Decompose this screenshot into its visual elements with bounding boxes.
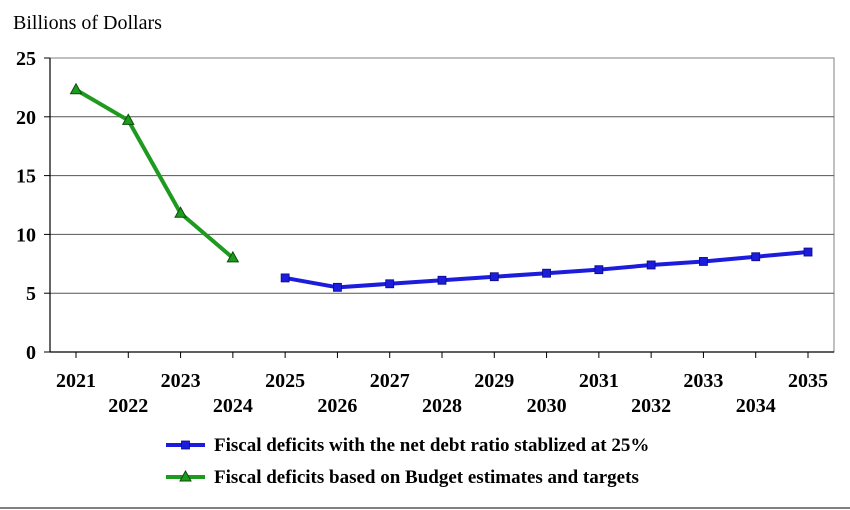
legend-label: Fiscal deficits based on Budget estimate… xyxy=(214,467,639,488)
x-tick-label: 2035 xyxy=(788,370,828,392)
data-point-triangle xyxy=(69,82,83,95)
y-tick-label: 20 xyxy=(16,107,36,129)
data-point-square xyxy=(542,268,551,278)
data-point-square xyxy=(699,257,708,266)
data-point-square xyxy=(280,273,290,283)
x-tick-label: 2025 xyxy=(265,370,305,392)
data-point-square xyxy=(437,275,447,285)
y-tick-label: 25 xyxy=(16,48,36,70)
data-point-triangle xyxy=(121,113,135,125)
data-point-square xyxy=(646,260,656,270)
legend: Fiscal deficits with the net debt ratio … xyxy=(166,435,649,488)
x-tick-label: 2024 xyxy=(213,395,253,417)
data-point-square xyxy=(181,440,190,450)
y-axis-title: Billions of Dollars xyxy=(13,12,162,34)
data-point-square xyxy=(385,279,395,289)
y-tick-label: 5 xyxy=(26,283,36,305)
x-tick-label: 2028 xyxy=(422,395,462,417)
x-tick-label: 2030 xyxy=(527,395,567,417)
y-tick-label: 15 xyxy=(16,166,36,188)
series-line-2 xyxy=(74,87,235,260)
x-tick-label: 2027 xyxy=(370,370,410,392)
x-tick-label: 2031 xyxy=(579,370,619,392)
y-tick-label: 0 xyxy=(26,342,36,364)
data-point-triangle xyxy=(174,206,187,218)
gridlines xyxy=(50,116,834,294)
x-tick-label: 2023 xyxy=(161,370,201,392)
y-tick-label: 10 xyxy=(16,224,36,246)
series-lines xyxy=(69,82,813,292)
x-tick-label: 2033 xyxy=(683,370,723,392)
x-tick-label: 2034 xyxy=(736,395,776,417)
data-point-square xyxy=(594,265,604,275)
x-tick-label: 2022 xyxy=(108,395,148,417)
legend-label: Fiscal deficits with the net debt ratio … xyxy=(214,435,649,456)
data-point-square xyxy=(489,272,499,282)
data-point-square xyxy=(333,282,342,292)
data-point-square xyxy=(803,247,813,257)
x-tick-label: 2026 xyxy=(317,395,357,417)
data-point-square xyxy=(751,252,761,262)
x-tick-label: 2029 xyxy=(474,370,514,392)
x-tick-label: 2032 xyxy=(631,395,671,417)
data-point-triangle xyxy=(226,250,240,263)
x-tick-label: 2021 xyxy=(56,370,96,392)
data-point-triangle xyxy=(179,469,192,482)
plot-area xyxy=(49,57,835,353)
axes: 0510152025202120222023202420252026202720… xyxy=(16,48,834,417)
